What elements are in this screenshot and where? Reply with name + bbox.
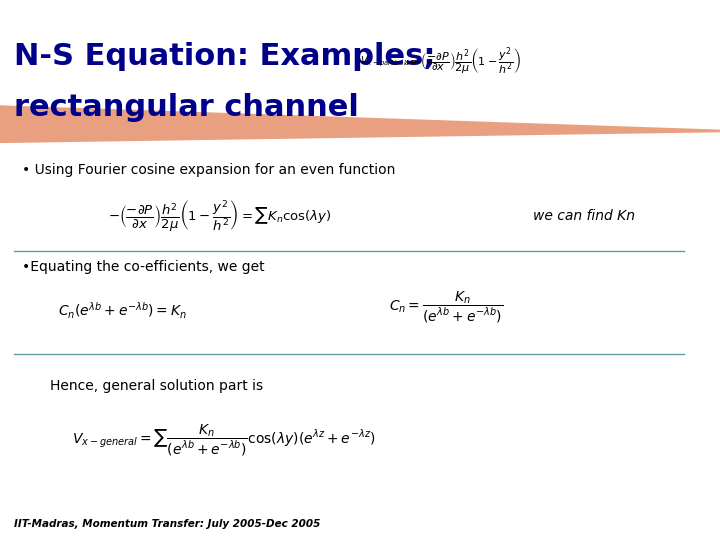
Polygon shape	[0, 105, 720, 143]
Text: N-S Equation: Examples;: N-S Equation: Examples;	[14, 42, 436, 71]
Text: • Using Fourier cosine expansion for an even function: • Using Fourier cosine expansion for an …	[22, 163, 395, 177]
Text: Hence, general solution part is: Hence, general solution part is	[50, 379, 264, 393]
Text: rectangular channel: rectangular channel	[14, 93, 359, 123]
Text: $C_n = \dfrac{K_n}{\left(e^{\lambda b}+e^{-\lambda b}\right)}$: $C_n = \dfrac{K_n}{\left(e^{\lambda b}+e…	[389, 291, 503, 325]
Text: $= \left(\dfrac{-\partial P}{\partial x}\right)\dfrac{h^2}{2\mu}\left(1-\dfrac{y: $= \left(\dfrac{-\partial P}{\partial x}…	[407, 46, 521, 78]
Text: $V_{x-particular}$: $V_{x-particular}$	[360, 55, 414, 69]
Text: we can find Kn: we can find Kn	[533, 209, 635, 223]
Text: $-\left(\dfrac{-\partial P}{\partial x}\right)\dfrac{h^2}{2\mu}\left(1-\dfrac{y^: $-\left(\dfrac{-\partial P}{\partial x}\…	[108, 198, 332, 234]
Text: IIT-Madras, Momentum Transfer: July 2005-Dec 2005: IIT-Madras, Momentum Transfer: July 2005…	[14, 519, 321, 529]
Text: •Equating the co-efficients, we get: •Equating the co-efficients, we get	[22, 260, 264, 274]
Text: $V_{x-general} = \sum\dfrac{K_n}{\left(e^{\lambda b}+e^{-\lambda b}\right)}\cos(: $V_{x-general} = \sum\dfrac{K_n}{\left(e…	[72, 423, 376, 457]
Text: $C_n\left(e^{\lambda b}+e^{-\lambda b}\right)= K_n$: $C_n\left(e^{\lambda b}+e^{-\lambda b}\r…	[58, 300, 186, 321]
